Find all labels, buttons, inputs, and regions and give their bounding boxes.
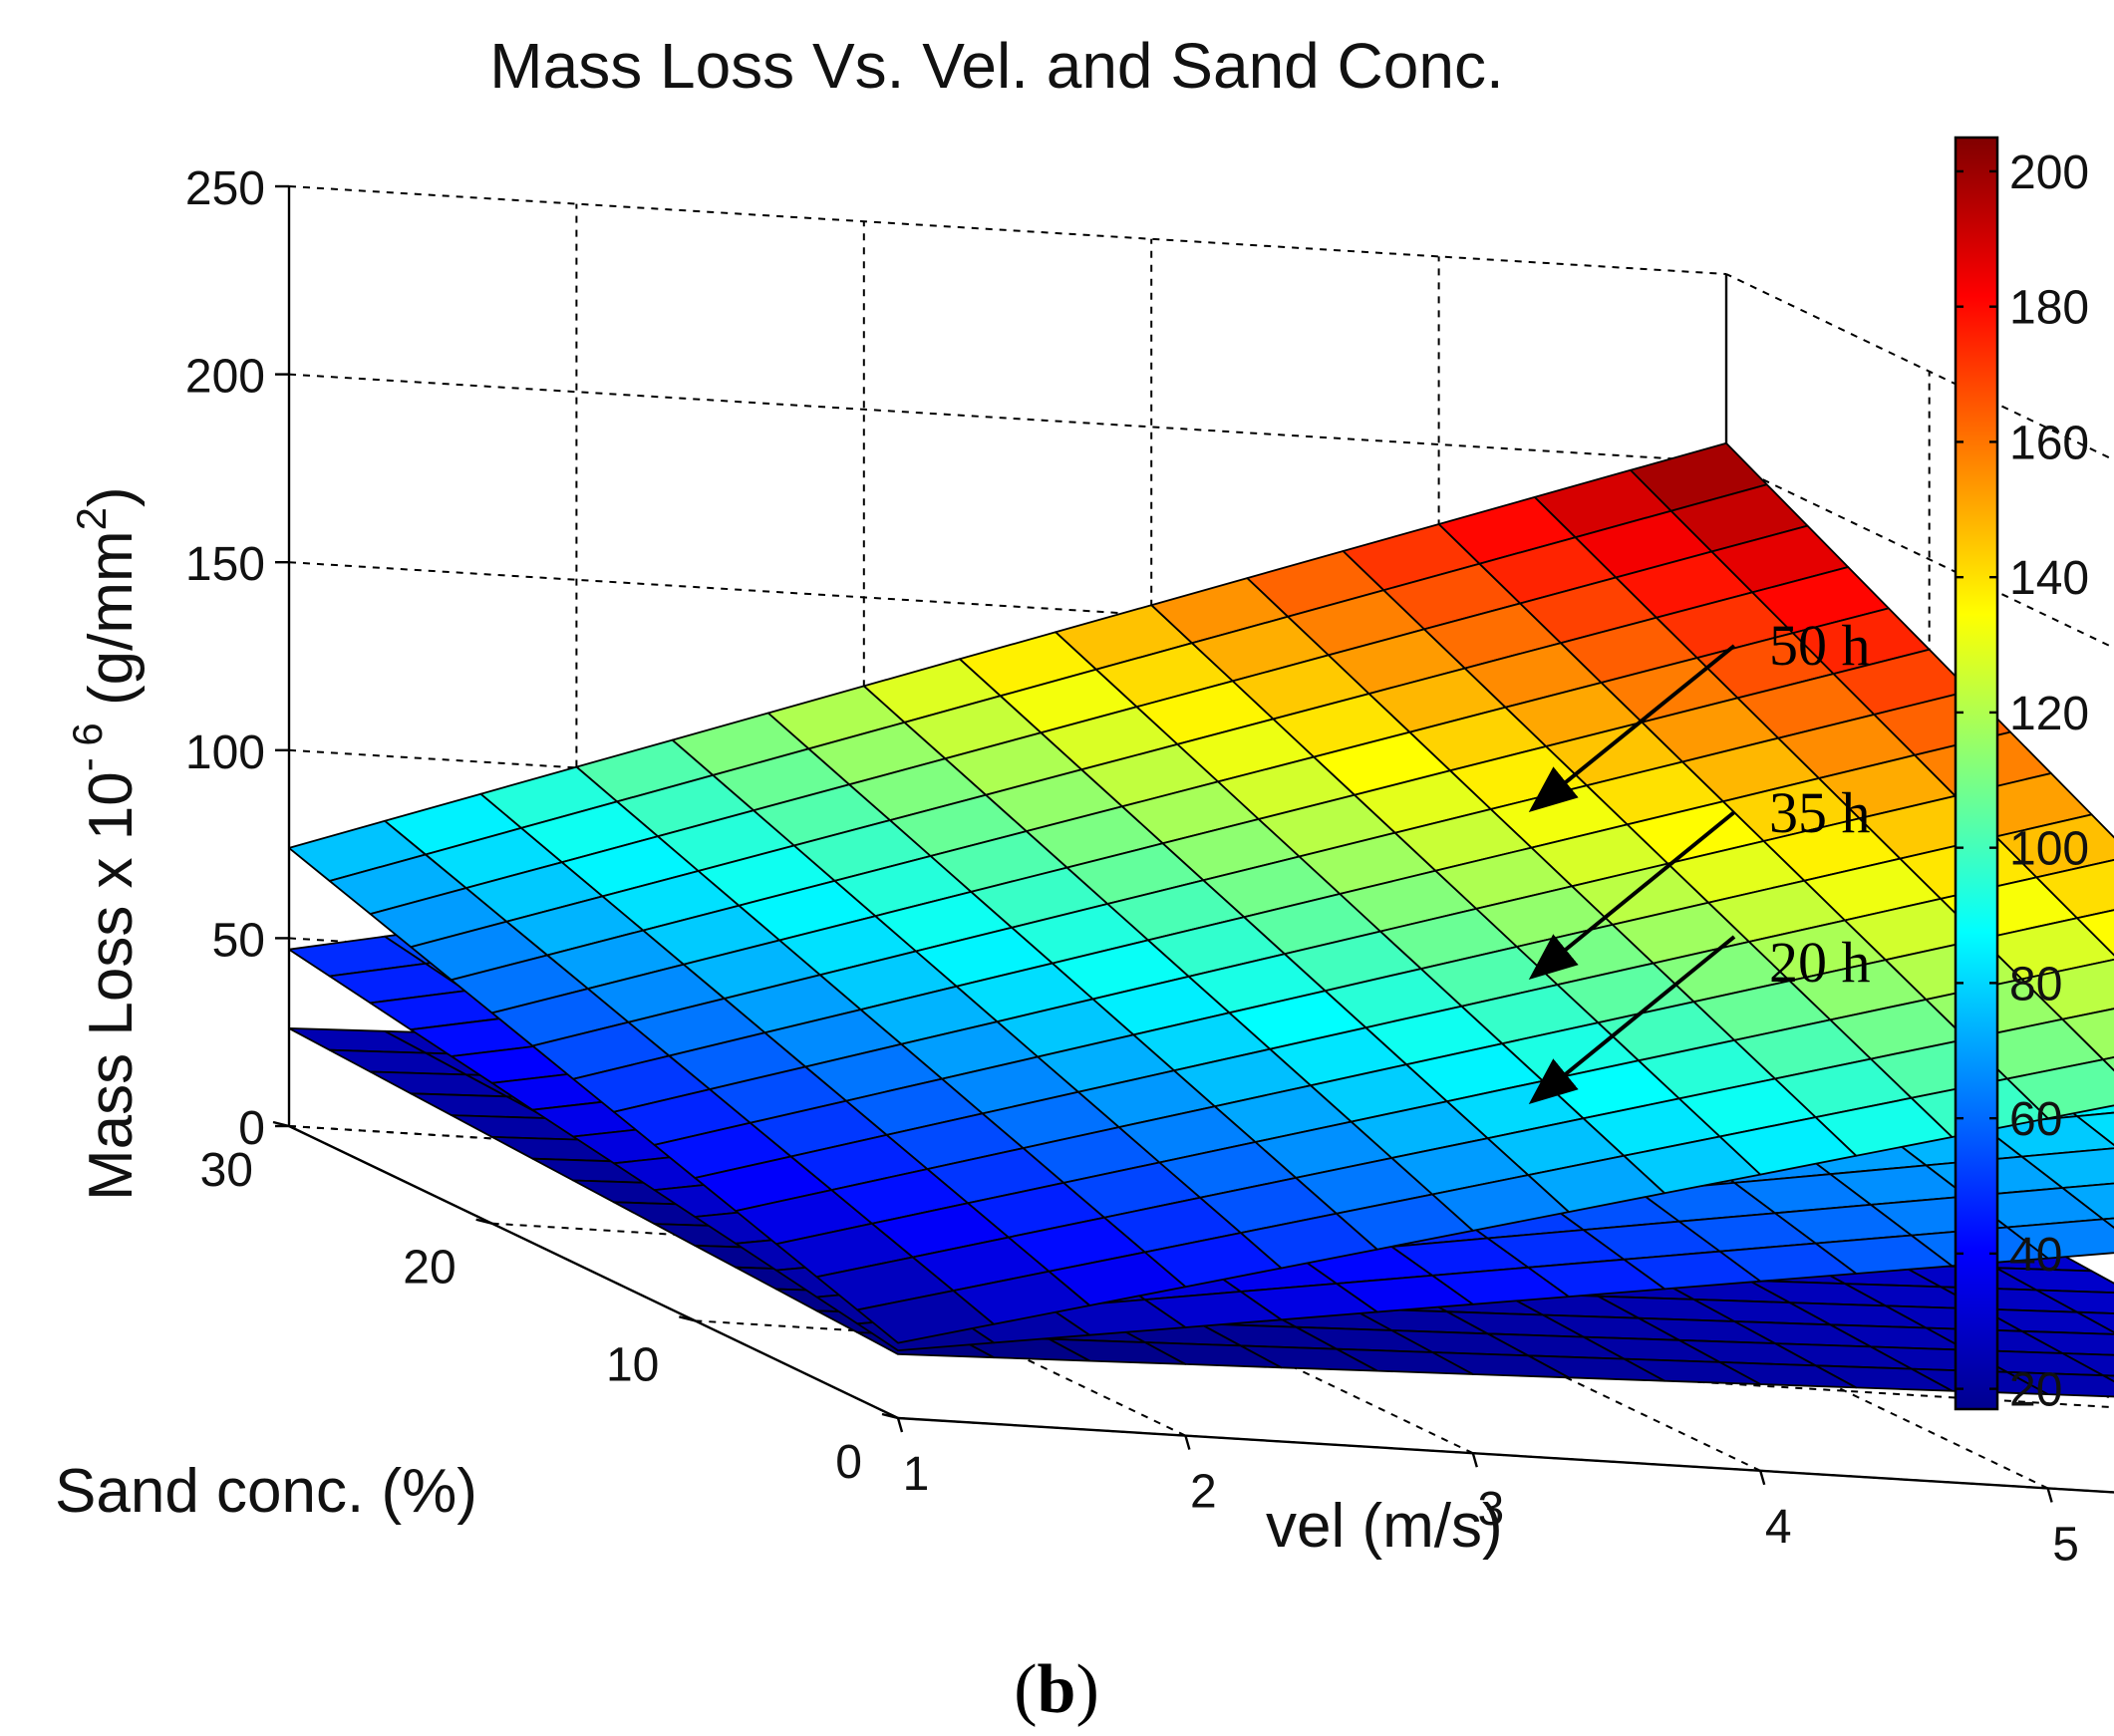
conc-tick-mark bbox=[679, 1315, 696, 1322]
vel-tick-label: 1 bbox=[903, 1448, 930, 1501]
z-axis-label-text: Mass Loss x 10 bbox=[77, 771, 146, 1201]
colorbar-tick-label: 180 bbox=[2009, 282, 2089, 335]
colorbar-tick-label: 200 bbox=[2009, 146, 2089, 199]
vel-tick-label: 3 bbox=[1477, 1483, 1504, 1536]
colorbar-tick-label: 160 bbox=[2009, 417, 2089, 469]
grid-line-leftwall-z bbox=[288, 185, 1727, 275]
z-axis-label-units: (g/mm bbox=[77, 530, 146, 706]
z-tick-label: 0 bbox=[238, 1102, 265, 1155]
annotation-50h: 50 h bbox=[1769, 613, 1871, 678]
colorbar-gradient bbox=[1954, 136, 1999, 1411]
grid-line-backwall-z bbox=[1725, 460, 2114, 650]
vel-tick-mark bbox=[1471, 1452, 1478, 1468]
colorbar-tick-label: 60 bbox=[2009, 1093, 2062, 1146]
vel-tick-mark bbox=[1184, 1435, 1191, 1450]
conc-tick-mark bbox=[881, 1412, 899, 1420]
vel-tick-mark bbox=[896, 1417, 904, 1433]
arrow-35h bbox=[1528, 810, 1736, 981]
colorbar-tick-label: 40 bbox=[2009, 1229, 2062, 1282]
layer-annotations: 50 h 35 h 20 h bbox=[1528, 613, 1871, 1105]
z-tick-label: 100 bbox=[185, 726, 265, 779]
z-tick-label: 250 bbox=[185, 162, 265, 215]
conc-tick-label: 30 bbox=[200, 1144, 253, 1197]
colorbar-tick-label: 80 bbox=[2009, 958, 2062, 1011]
z-axis-label-exponent: - 6 bbox=[64, 723, 111, 771]
grid-line-leftwall-z bbox=[288, 373, 1727, 463]
x-axis-label: vel (m/s) bbox=[1266, 1492, 1503, 1561]
vel-axis-line bbox=[897, 1416, 2114, 1494]
conc-tick-label: 0 bbox=[835, 1436, 862, 1489]
annotation-35h: 35 h bbox=[1769, 780, 1871, 845]
axes bbox=[287, 186, 2114, 1494]
z-tick-label: 50 bbox=[212, 914, 265, 967]
conc-tick-mark bbox=[475, 1218, 492, 1225]
colorbar-tick-label: 100 bbox=[2009, 823, 2089, 876]
surface-cell bbox=[856, 1290, 995, 1344]
colorbar-tick-label: 20 bbox=[2009, 1364, 2062, 1417]
grid-line-leftwall-z bbox=[288, 561, 1727, 652]
vel-tick-label: 5 bbox=[2052, 1518, 2079, 1571]
conc-tick-mark bbox=[272, 1120, 290, 1128]
annotation-20h: 20 h bbox=[1769, 930, 1871, 995]
z-axis-label-units-close: ) bbox=[77, 486, 146, 507]
tick-labels: 0501001502002500102030123456 bbox=[185, 162, 2079, 1571]
z-tick-label: 150 bbox=[185, 538, 265, 591]
surface-layers bbox=[288, 441, 2114, 1398]
conc-axis-line bbox=[288, 1124, 899, 1420]
vel-tick-label: 2 bbox=[1190, 1466, 1217, 1519]
vel-tick-mark bbox=[2046, 1488, 2053, 1503]
z-tick-label: 200 bbox=[185, 351, 265, 404]
colorbar-tick-label: 120 bbox=[2009, 688, 2089, 740]
panel-label: (b) bbox=[1014, 1651, 1099, 1728]
arrow-20h bbox=[1528, 935, 1736, 1105]
grid-line-leftwall-z bbox=[288, 748, 1727, 839]
conc-tick-label: 10 bbox=[606, 1338, 659, 1391]
y-axis-label: Sand conc. (%) bbox=[55, 1457, 477, 1526]
colorbar-tick-label: 140 bbox=[2009, 552, 2089, 605]
panel-label-open: ( bbox=[1014, 1651, 1037, 1728]
vel-tick-mark bbox=[1759, 1470, 1766, 1486]
grid-line-backwall-z bbox=[1725, 273, 2114, 461]
arrow-50h bbox=[1528, 644, 1736, 813]
conc-tick-label: 20 bbox=[403, 1242, 455, 1295]
colorbar-ticks: 20 40 60 80 100 120 140 160 180 200 bbox=[1956, 146, 2089, 1417]
z-axis-label: Mass Loss x 10- 6 (g/mm2) bbox=[64, 486, 146, 1201]
vel-tick-label: 4 bbox=[1765, 1501, 1792, 1554]
grid-line-floor-conc bbox=[897, 1417, 2114, 1494]
chart-title: Mass Loss Vs. Vel. and Sand Conc. bbox=[489, 30, 1503, 102]
z-axis-label-units-sup: 2 bbox=[68, 507, 115, 530]
colorbar: 20 40 60 80 100 120 140 160 180 200 bbox=[1954, 136, 2089, 1417]
panel-label-close: ) bbox=[1075, 1651, 1098, 1728]
panel-label-letter: b bbox=[1038, 1651, 1076, 1728]
surface-50h bbox=[288, 441, 2114, 1344]
